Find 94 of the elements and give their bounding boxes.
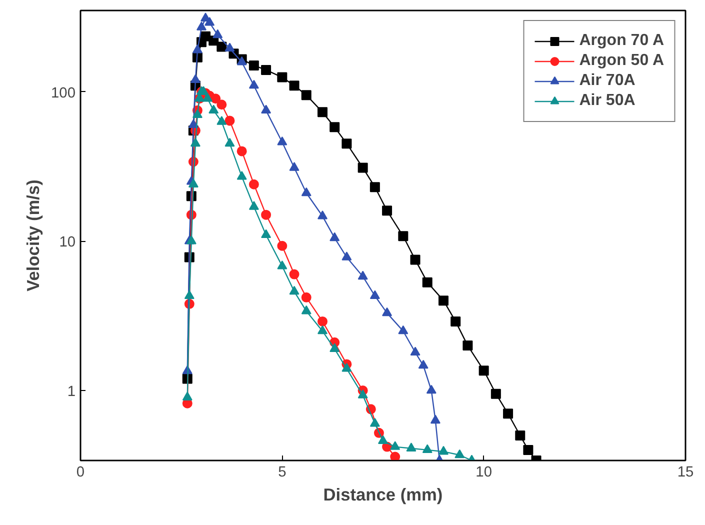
point [426,384,436,394]
point [236,146,247,156]
point [462,340,473,351]
point [188,178,198,188]
point [390,441,400,450]
point [382,307,392,316]
point [410,254,420,265]
point [192,44,202,54]
point [438,296,448,306]
point [190,138,200,147]
y-tick-label: 100 [51,85,76,102]
point [318,210,328,220]
point [370,290,380,299]
point [382,206,392,216]
point [358,162,368,173]
point [342,362,352,372]
point [422,277,432,288]
x-tick-label: 15 [677,464,694,480]
point [289,286,300,295]
point [224,138,235,147]
y-tick-label: 1 [67,384,76,400]
point [182,392,192,400]
point [261,64,272,75]
x-tick-label: 10 [476,464,492,480]
point [196,22,206,30]
point [224,116,235,126]
point [277,72,288,82]
y-axis-title: Velocity (m/s) [23,180,44,292]
point [342,138,352,149]
point [370,182,380,192]
point [208,104,219,114]
point [301,90,312,100]
point [358,270,368,280]
point [248,80,259,89]
point [190,74,200,84]
point [188,119,198,128]
x-axis-title: Distance (mm) [323,484,443,504]
point [378,435,388,444]
point [216,100,227,110]
point [289,80,300,91]
point [410,346,420,356]
point [418,360,428,369]
point [216,42,227,52]
point [261,229,272,238]
point [224,42,235,52]
point [342,252,352,260]
point [216,116,227,125]
point [370,418,380,427]
point [318,107,328,118]
point [390,452,400,460]
point [212,29,223,38]
x-tick-label: 0 [76,464,85,480]
legend-label: Air 70A [579,72,636,90]
point [454,449,465,458]
point [398,231,408,242]
legend-label: Argon 70 A [579,32,664,50]
point [503,408,514,419]
point [330,122,340,132]
point [261,104,272,114]
legend-label: Argon 50 A [579,52,664,70]
x-tick-label: 5 [278,464,286,480]
point [438,446,448,455]
point [301,292,312,302]
point [330,232,340,242]
point [515,430,526,440]
point [248,60,259,70]
point [248,179,259,190]
point [301,187,312,196]
legend-label: Air 50A [579,92,636,110]
point [289,162,300,171]
point [236,171,247,180]
point [523,444,534,455]
point [289,269,300,280]
point [450,316,461,326]
point [406,442,416,452]
point [277,136,288,146]
point [330,343,340,352]
point [430,414,440,424]
point [277,240,288,251]
point [422,444,432,454]
point [248,201,259,210]
point [277,260,288,270]
point [261,210,272,220]
point [398,325,408,334]
point [301,305,312,314]
point [318,325,328,334]
point [318,316,328,326]
point [204,17,215,26]
point [478,366,489,376]
point [184,290,194,299]
point [358,390,368,398]
point [192,109,202,118]
point [490,388,501,399]
y-tick-label: 10 [59,234,76,251]
